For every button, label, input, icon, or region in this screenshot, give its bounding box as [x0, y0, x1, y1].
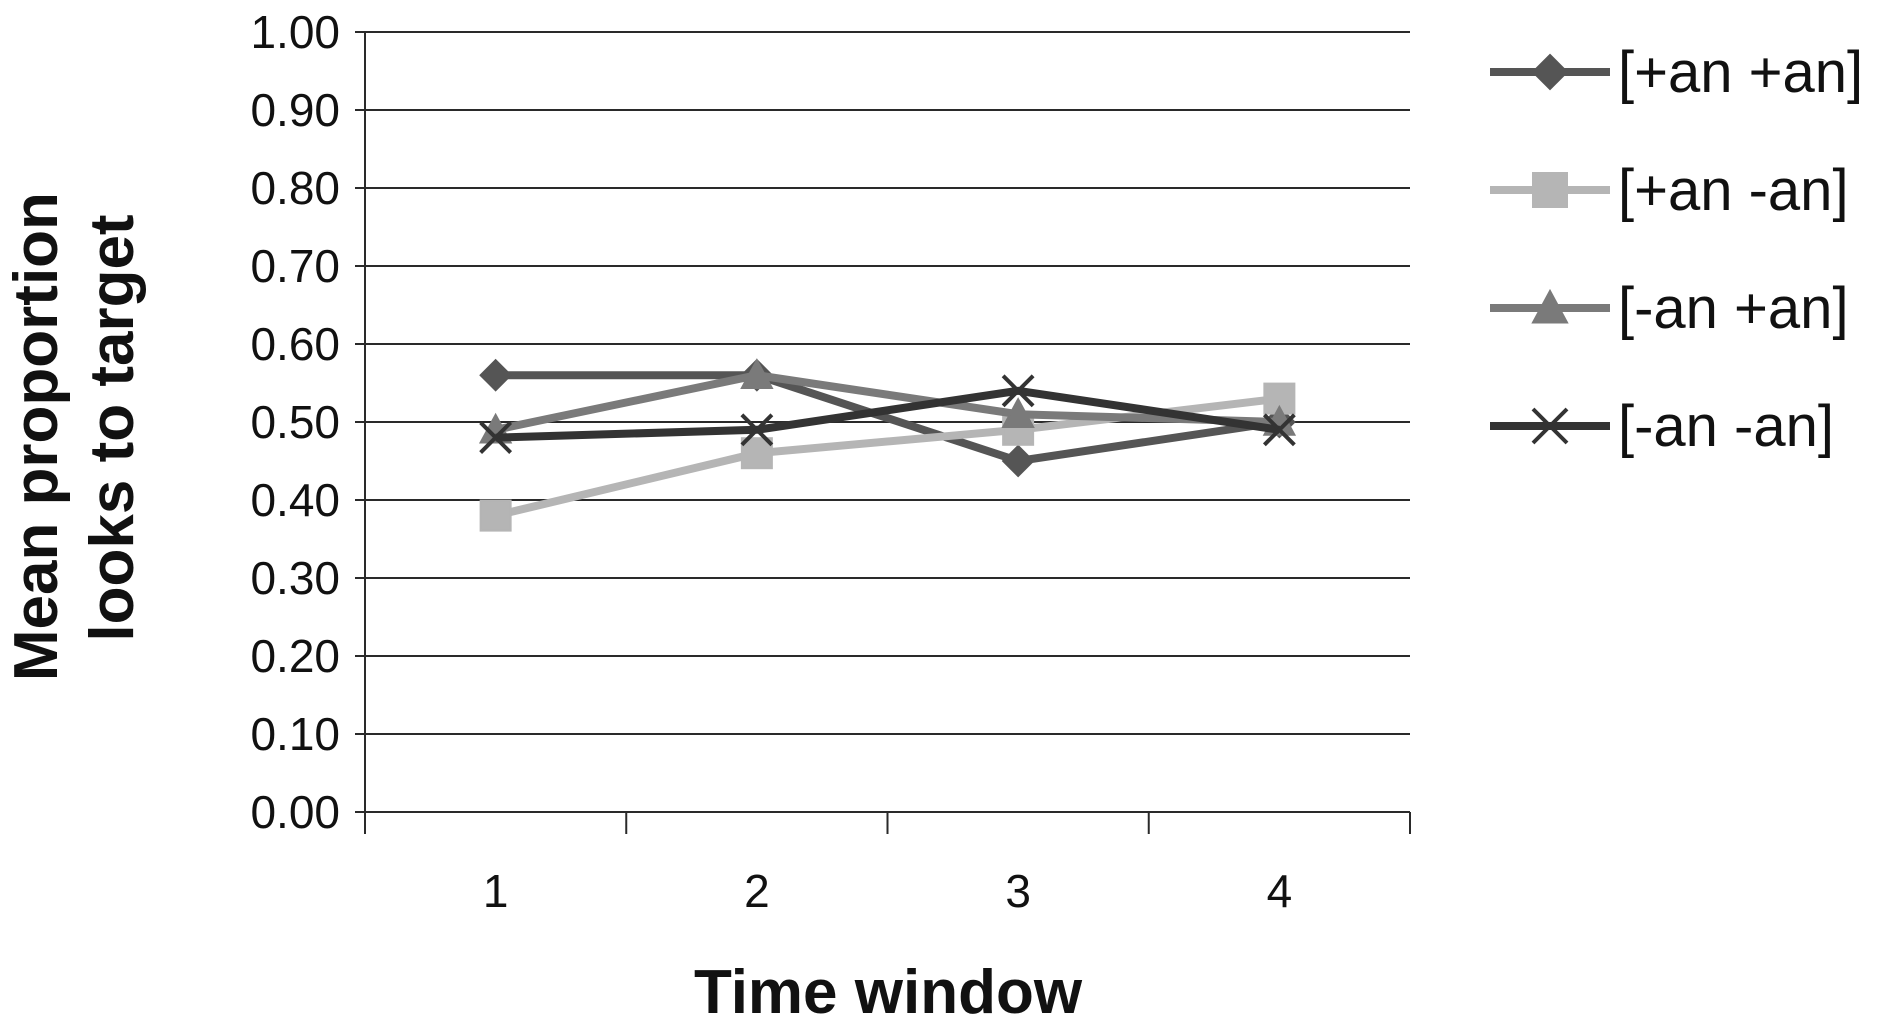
axes: 0.00 0.10 0.20 0.30 0.40 0.50 0.60 0.70 0.80 0.90… [250, 6, 1411, 917]
y-tick-label: 0.00 [250, 786, 340, 838]
y-tick-label: 0.50 [250, 396, 340, 448]
y-tick-label: 0.70 [250, 240, 340, 292]
legend: [+an +an] [+an -an] [-an +an] [-an -an] [1490, 40, 1863, 459]
legend-label: [+an -an] [1618, 158, 1849, 223]
x-tick-label: 2 [744, 865, 770, 917]
legend-label: [+an +an] [1618, 40, 1863, 105]
marker-stroke [1262, 413, 1296, 447]
series-4 [479, 374, 1296, 455]
legend-marker [1532, 172, 1568, 208]
marker-stroke [1001, 374, 1035, 408]
legend-label: [-an -an] [1618, 394, 1834, 459]
y-tick-label: 0.60 [250, 318, 340, 370]
legend-marker [1531, 288, 1569, 324]
legend-marker [1531, 53, 1569, 91]
y-axis-title: Mean proportion looks to target [2, 175, 147, 681]
legend-item-2: [+an -an] [1490, 158, 1849, 223]
y-axis-title-line-2: looks to target [78, 214, 147, 641]
x-tick-label: 3 [1005, 865, 1031, 917]
marker-stroke [740, 413, 774, 447]
legend-item-1: [+an +an] [1490, 40, 1863, 105]
series-layer [478, 358, 1297, 532]
y-tick-label: 0.40 [250, 474, 340, 526]
x-axis-title: Time window [694, 958, 1083, 1021]
series-line [495, 386, 1280, 442]
data-point [1001, 397, 1035, 428]
data-point [740, 358, 774, 389]
y-tick-label: 0.80 [250, 162, 340, 214]
data-point [479, 358, 513, 392]
data-point [479, 499, 512, 532]
data-point [1001, 374, 1035, 408]
legend-marker [1531, 407, 1569, 445]
marker-stroke [479, 421, 513, 455]
data-point [479, 421, 513, 455]
data-point [1001, 444, 1035, 478]
data-point [740, 413, 774, 447]
series-line [495, 371, 1280, 465]
marker-stroke [1531, 407, 1569, 445]
y-tick-label: 0.30 [250, 552, 340, 604]
y-tick-label: 0.20 [250, 630, 340, 682]
y-tick-label: 0.90 [250, 84, 340, 136]
x-tick-label: 1 [483, 865, 509, 917]
y-axis-title-line-1: Mean proportion [2, 192, 71, 681]
series-line [494, 371, 1280, 434]
data-point [740, 437, 773, 470]
data-point [1262, 413, 1296, 447]
legend-item-3: [-an +an] [1490, 276, 1849, 341]
legend-label: [-an +an] [1618, 276, 1849, 341]
y-tick-label: 0.10 [250, 708, 340, 760]
y-tick-label: 1.00 [250, 6, 340, 58]
x-tick-label: 4 [1267, 865, 1293, 917]
legend-item-4: [-an -an] [1490, 394, 1834, 459]
